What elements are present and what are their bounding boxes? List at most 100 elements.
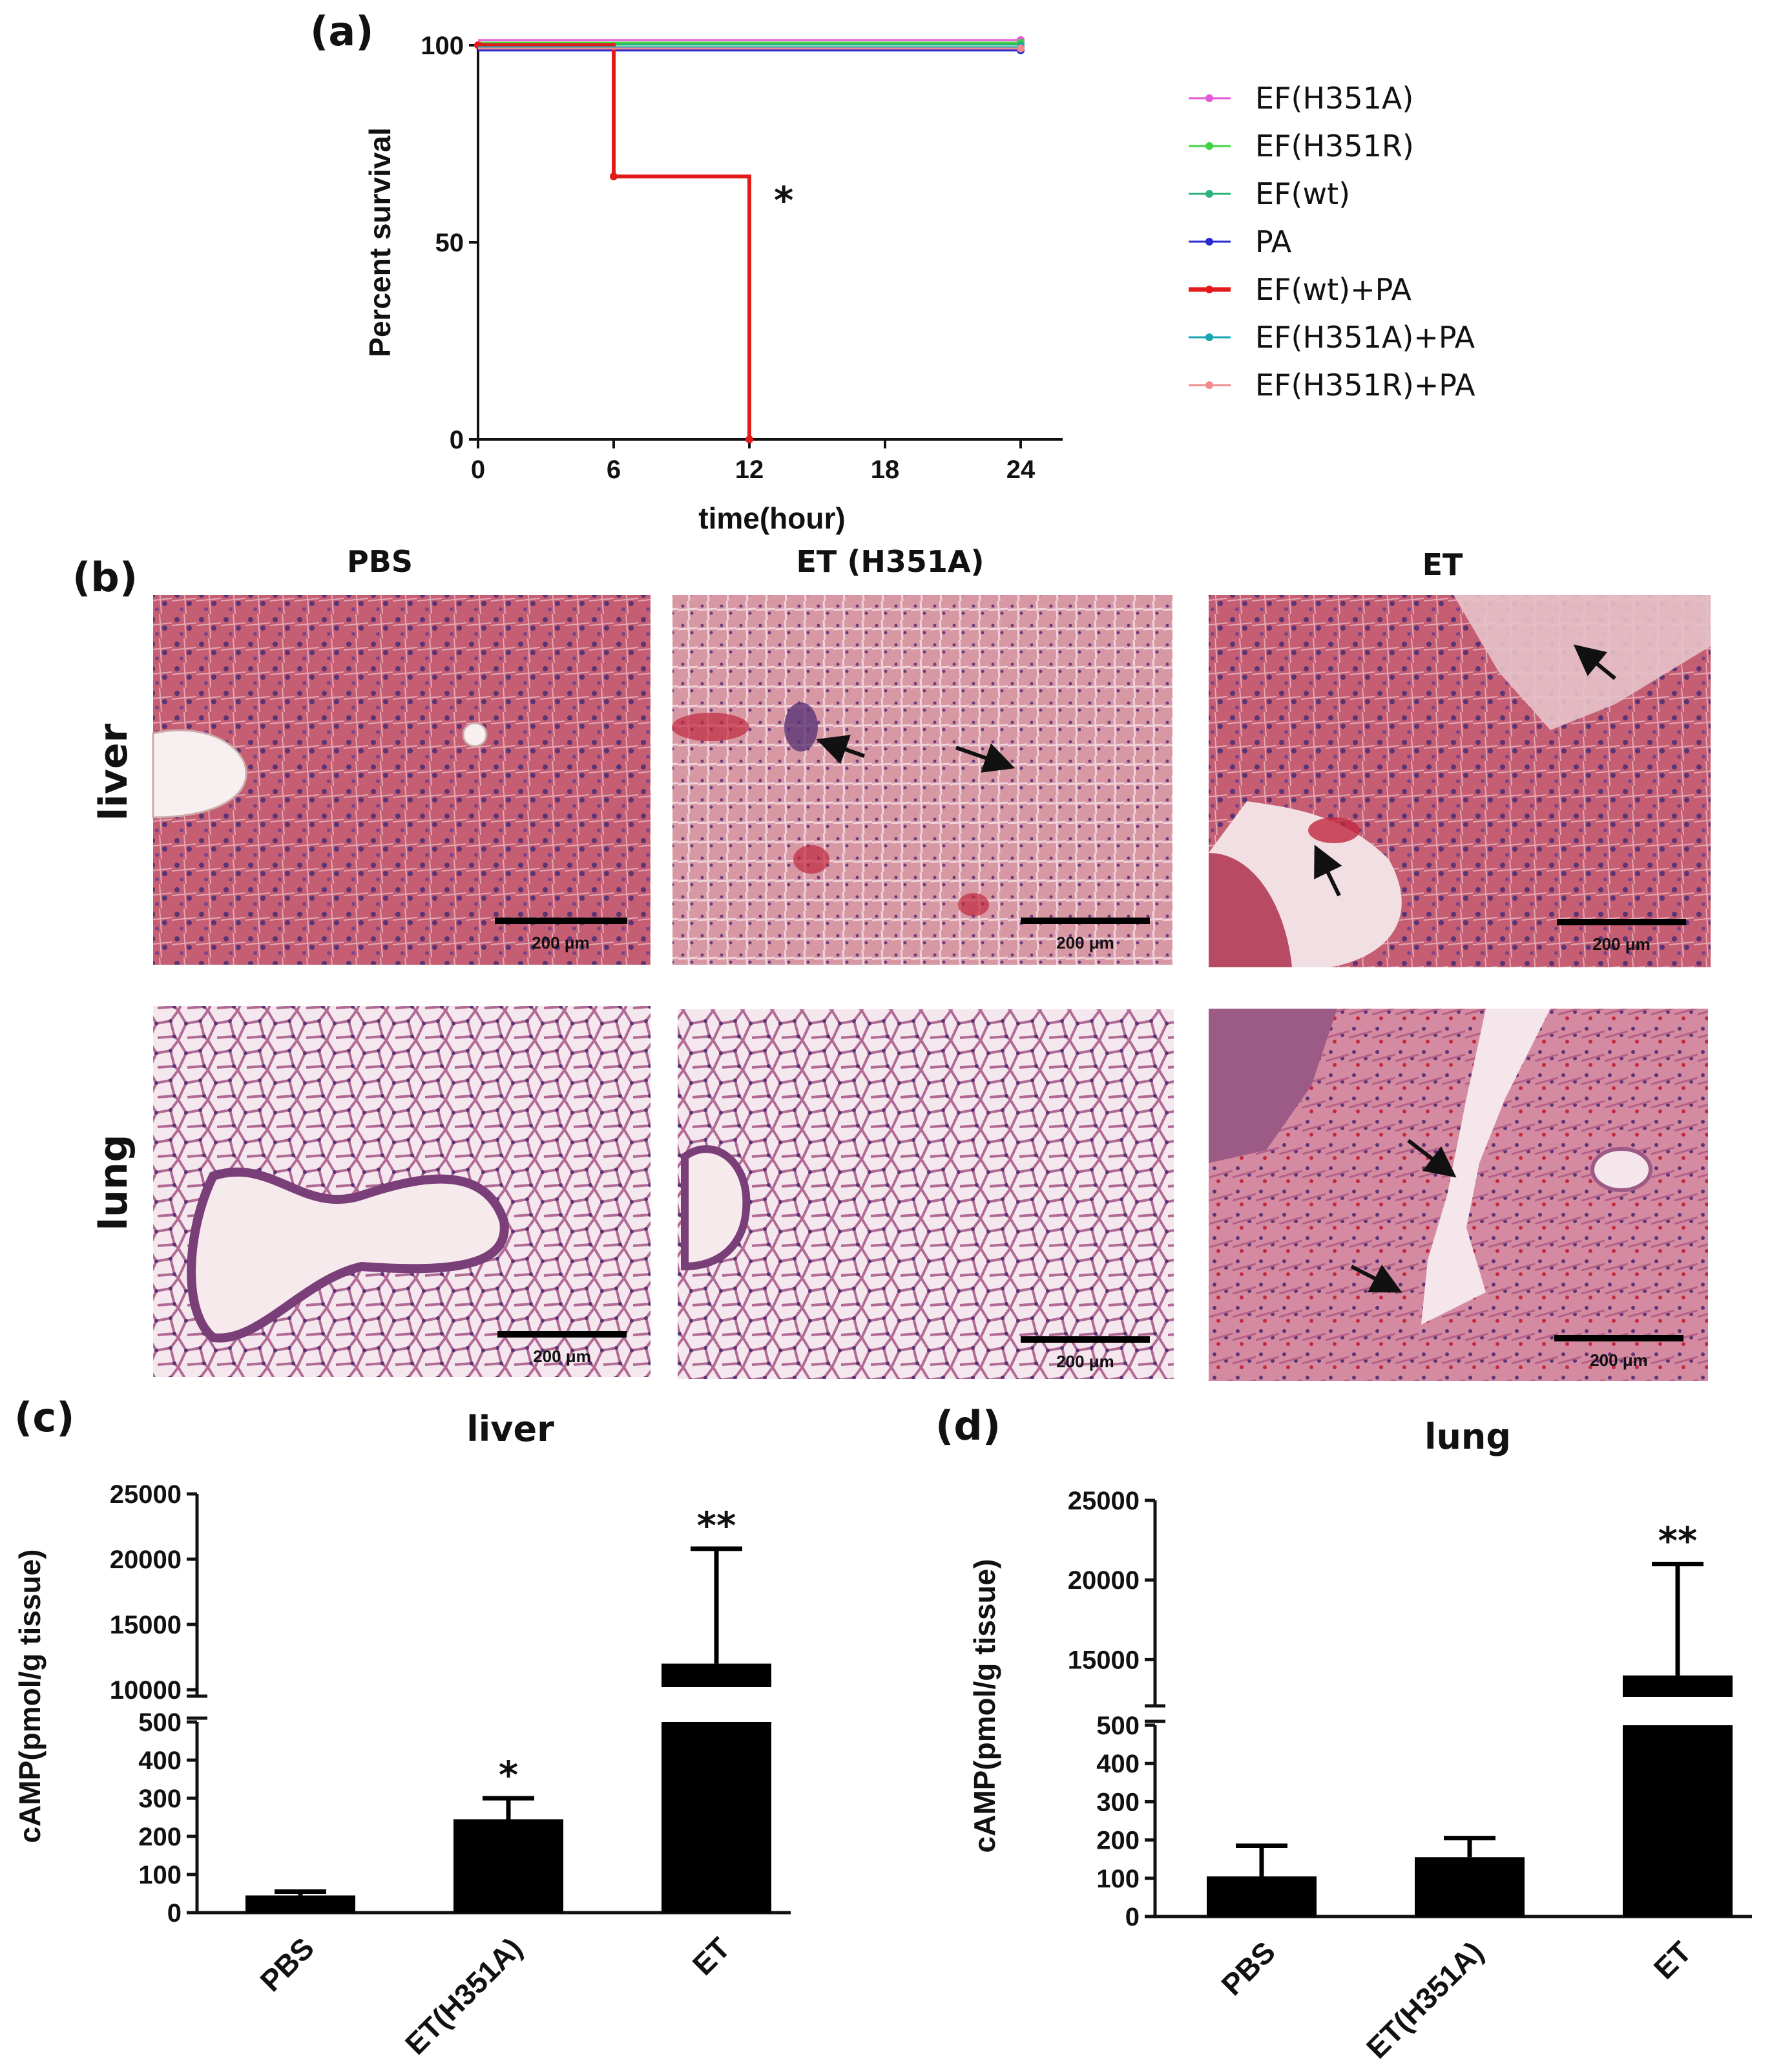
legend-entry-label: EF(wt) [1255, 176, 1350, 211]
x-tick-label: 18 [871, 456, 900, 484]
legend-entry-label: EF(H351R)+PA [1255, 368, 1475, 403]
x-category-label: ET(H351A) [399, 1931, 528, 2061]
x-category-label: PBS [1214, 1935, 1282, 2002]
histology-liver-et-h351a: 200 μm [672, 595, 1172, 965]
y-tick-label: 300 [1096, 1788, 1140, 1816]
histology-lung-et: 200 μm [1209, 1009, 1708, 1381]
y-tick-label: 15000 [1068, 1646, 1140, 1674]
x-tick-label: 6 [607, 456, 621, 484]
survival-significance-mark: * [774, 178, 793, 222]
bar-upper-segment [1623, 1675, 1733, 1697]
significance-mark: ** [1658, 1519, 1698, 1563]
histology-row-title-lung: lung [91, 1135, 136, 1231]
survival-legend: EF(H351A) EF(H351R) EF(wt) PA EF(wt)+PA EF(H3… [1189, 81, 1475, 403]
scale-bar-label: 200 μm [1592, 934, 1651, 954]
y-tick-label: 100 [421, 32, 464, 60]
survival-data-point [745, 436, 753, 443]
panel-label-c: (c) [14, 1394, 74, 1441]
survival-chart: 0 6 12 18 24 0 50 100 time(hour) Percent surviv… [363, 32, 1063, 535]
legend-swatch-marker [1205, 94, 1213, 102]
bar [1207, 1876, 1317, 1917]
bar [245, 1895, 355, 1913]
lung-bar-title: lung [1424, 1416, 1511, 1457]
lung-bar-chart: 0 100 200 300 400 500 15000 20000 25000 PBS ET(H35… [1068, 1487, 1752, 2065]
y-tick-label: 20000 [110, 1546, 182, 1574]
legend-entry-label: PA [1255, 224, 1292, 259]
survival-data-point [1017, 45, 1025, 52]
x-tick-label: 12 [735, 456, 764, 484]
legend-swatch-marker [1205, 286, 1213, 293]
y-tick-label: 400 [1096, 1750, 1140, 1778]
panel-label-b: (b) [72, 554, 138, 601]
x-category-label: ET(H351A) [1360, 1935, 1490, 2064]
y-tick-label: 50 [435, 229, 464, 257]
scale-bar-label: 200 μm [1056, 1352, 1114, 1371]
legend-entry-label: EF(H351A)+PA [1255, 320, 1475, 355]
y-tick-label: 100 [138, 1861, 182, 1889]
histology-liver-et: 200 μm [1209, 595, 1711, 967]
legend-swatch-marker [1205, 238, 1213, 246]
legend-swatch-marker [1205, 142, 1213, 150]
significance-mark: * [499, 1753, 518, 1797]
lesion-arrow [1573, 644, 1616, 680]
legend-swatch-marker [1205, 190, 1213, 198]
survival-x-title: time(hour) [698, 501, 845, 535]
lesion-arrow [1407, 1139, 1457, 1178]
y-tick-label: 0 [1125, 1903, 1140, 1931]
y-tick-label: 400 [138, 1747, 182, 1775]
y-tick-label: 500 [138, 1708, 182, 1737]
survival-series-line [478, 43, 751, 439]
lung-y-title: cAMP(pmol/g tissue) [968, 1559, 1001, 1853]
lesion-arrow [955, 743, 1016, 773]
legend-swatch-marker [1205, 333, 1213, 341]
histology-row-title-liver: liver [91, 723, 136, 821]
legend-entry-label: EF(H351R) [1255, 129, 1414, 163]
bar-upper-segment [662, 1663, 771, 1687]
histology-lung-pbs: 200 μm [153, 1006, 651, 1377]
scale-bar-label: 200 μm [532, 933, 590, 952]
y-tick-label: 15000 [110, 1611, 182, 1639]
legend-entry-label: EF(wt)+PA [1255, 272, 1412, 307]
bar [1415, 1857, 1525, 1917]
bar-lower-segment [1623, 1725, 1733, 1917]
bar [453, 1819, 563, 1913]
y-tick-label: 0 [450, 426, 464, 454]
scale-bar-label: 200 μm [533, 1347, 591, 1366]
y-tick-label: 20000 [1068, 1566, 1140, 1595]
liver-bar-chart: 0 100 200 300 400 500 10000 15000 20000 25000 PBS *… [110, 1480, 791, 2061]
survival-ticks: 0 6 12 18 24 0 50 100 [421, 32, 1036, 484]
histology-col-title-pbs: PBS [347, 544, 413, 579]
lesion-arrow [816, 735, 865, 764]
survival-y-title: Percent survival [363, 127, 397, 357]
liver-y-title: cAMP(pmol/g tissue) [13, 1549, 47, 1843]
histology-col-title-et-h351a: ET (H351A) [797, 544, 985, 579]
scale-bar-label: 200 μm [1056, 933, 1114, 952]
panel-label-a: (a) [310, 8, 374, 55]
y-tick-label: 200 [1096, 1827, 1140, 1855]
y-tick-label: 200 [138, 1823, 182, 1851]
histology-liver-pbs: 200 μm [152, 595, 651, 965]
survival-data-point [610, 173, 618, 181]
y-tick-label: 300 [138, 1785, 182, 1813]
legend-entry-label: EF(H351A) [1255, 81, 1413, 116]
y-tick-label: 500 [1096, 1712, 1140, 1740]
lesion-arrow [1350, 1265, 1402, 1293]
x-tick-label: 0 [471, 456, 485, 484]
x-category-label: ET [686, 1931, 736, 1981]
y-tick-label: 100 [1096, 1865, 1140, 1893]
histology-col-title-et: ET [1422, 547, 1463, 582]
lesion-arrow [1314, 845, 1342, 897]
x-category-label: ET [1647, 1935, 1698, 1985]
y-tick-label: 25000 [1068, 1487, 1140, 1515]
bar-lower-segment [662, 1722, 771, 1913]
histology-lung-et-h351a: 200 μm [678, 1009, 1174, 1379]
survival-lines [474, 36, 1025, 443]
scale-bar-label: 200 μm [1590, 1350, 1648, 1370]
y-tick-label: 10000 [110, 1676, 182, 1705]
panel-label-d: (d) [935, 1402, 1001, 1449]
y-tick-label: 0 [167, 1899, 182, 1927]
significance-mark: ** [697, 1504, 736, 1548]
y-tick-label: 25000 [110, 1480, 182, 1509]
liver-bar-title: liver [466, 1409, 554, 1449]
